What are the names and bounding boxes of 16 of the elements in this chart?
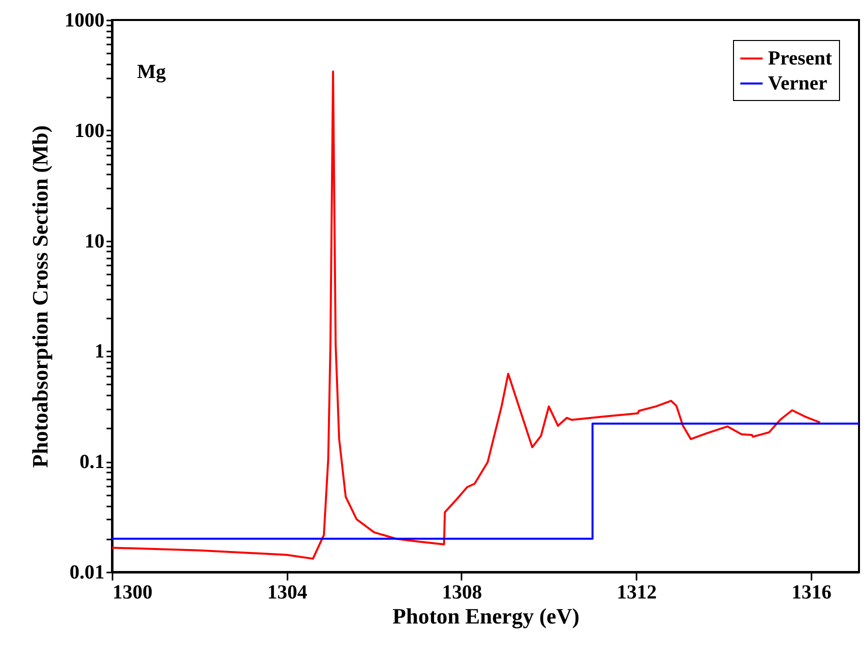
- x-tick-label: 1312: [616, 582, 657, 604]
- annotation: Mg: [137, 61, 166, 83]
- y-tick-label: 0.1: [80, 451, 104, 474]
- y-axis-title: Photoabsorption Cross Section (Mb): [28, 125, 52, 468]
- y-tick-label: 100: [74, 120, 104, 142]
- legend-label: Verner: [768, 72, 828, 94]
- y-tick-label: 10: [84, 230, 104, 252]
- x-axis-title: Photon Energy (eV): [392, 604, 580, 628]
- y-tick-label: 1000: [64, 10, 104, 32]
- y-tick-label: 1: [94, 340, 104, 363]
- x-tick-label: 1304: [267, 582, 308, 604]
- y-tick-label: 0.01: [70, 562, 104, 584]
- x-tick-label: 1300: [112, 582, 152, 604]
- x-tick-label: 1316: [791, 582, 832, 604]
- legend-label: Present: [768, 48, 832, 70]
- x-tick-label: 1308: [442, 582, 482, 604]
